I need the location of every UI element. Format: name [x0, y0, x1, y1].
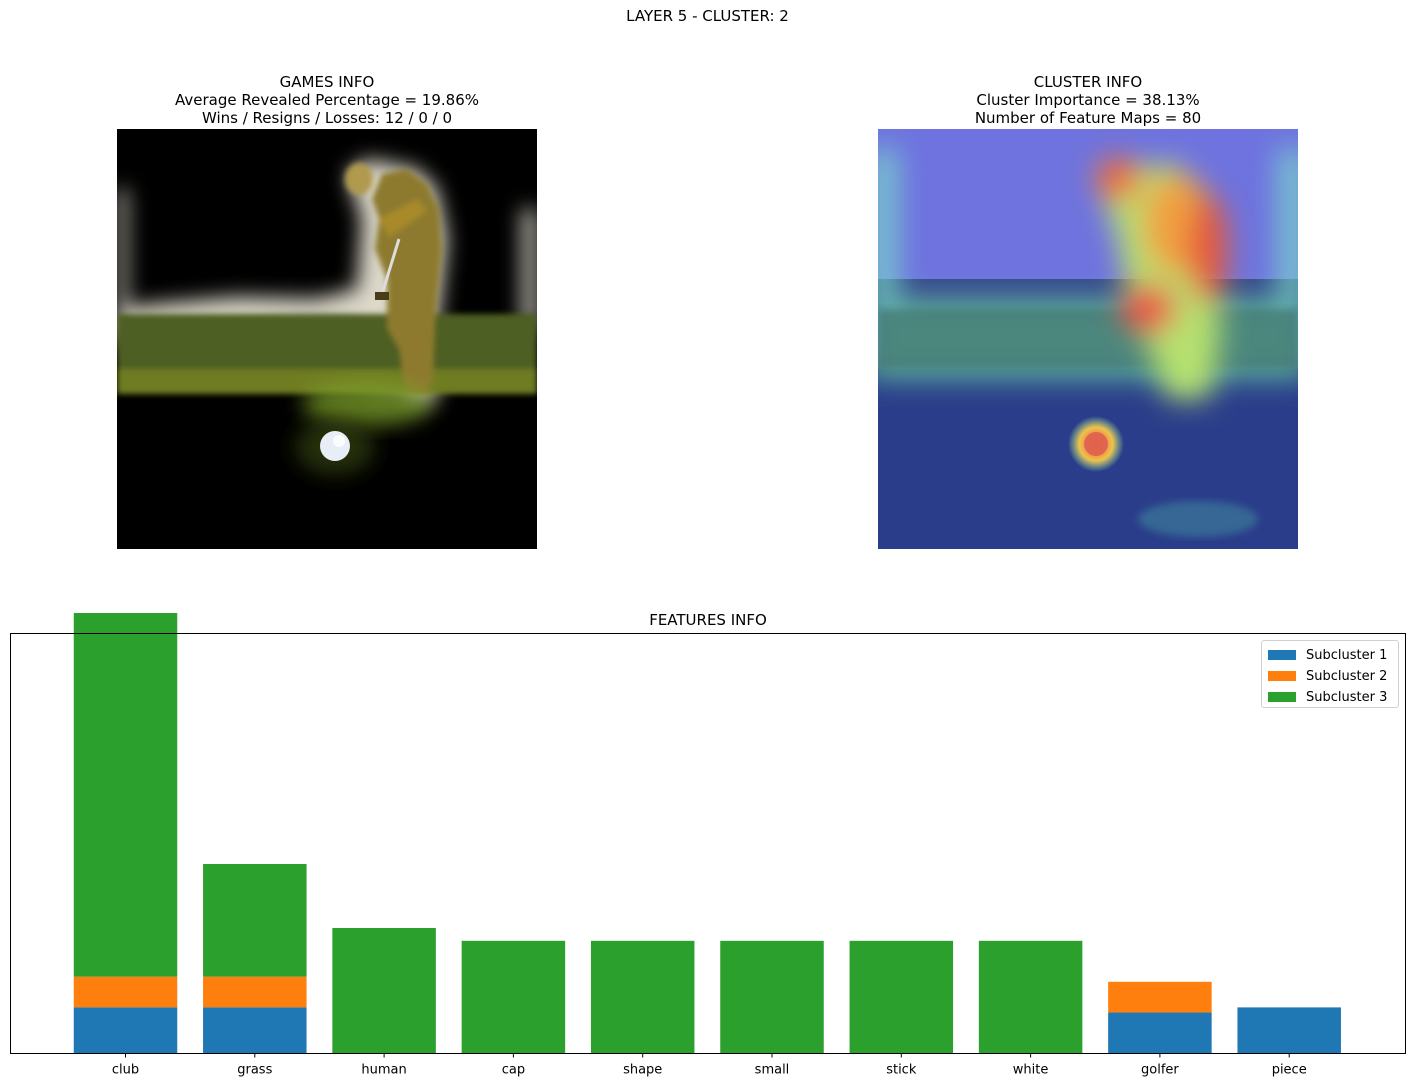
bar-golfer-subcluster-1 [1108, 1012, 1212, 1054]
x-tick-layer: club grass human cap shape small stick white gol… [112, 1053, 1307, 1078]
bar-white-subcluster-3 [978, 940, 1083, 1054]
x-tick-label: piece [1272, 1063, 1307, 1078]
figure-suptitle: LAYER 5 - CLUSTER: 2 [626, 7, 789, 25]
chart-title: FEATURES INFO [649, 611, 767, 629]
bar-club-subcluster-1 [73, 1007, 178, 1054]
games-info-revealed: Average Revealed Percentage = 19.86% [174, 91, 479, 109]
bar-piece-subcluster-1 [1237, 1007, 1341, 1054]
bar-grass-subcluster-2 [203, 976, 307, 1008]
bar-small-subcluster-3 [720, 940, 824, 1054]
legend-entry: Subcluster 3 [1268, 688, 1387, 706]
revealed-golfer-image [117, 129, 537, 549]
legend-swatch [1268, 692, 1296, 702]
bar-layer [73, 613, 1341, 1054]
bar-shape-subcluster-3 [590, 940, 695, 1054]
bar-club-subcluster-2 [73, 976, 178, 1008]
revealed-golfer-graphic [117, 129, 537, 549]
x-tick-label: human [361, 1063, 406, 1078]
legend-label: Subcluster 2 [1306, 668, 1388, 684]
legend-entry: Subcluster 2 [1268, 667, 1387, 685]
legend-swatch [1268, 671, 1296, 681]
x-tick-label: stick [886, 1063, 917, 1078]
bar-stick-subcluster-3 [849, 940, 954, 1054]
x-tick-label: grass [237, 1063, 272, 1078]
legend-swatch [1268, 650, 1296, 660]
x-tick-label: cap [502, 1063, 525, 1078]
bar-grass-subcluster-1 [203, 1007, 307, 1054]
cluster-info-title: CLUSTER INFO [1033, 73, 1143, 91]
x-tick-label: small [755, 1063, 790, 1078]
bar-golfer-subcluster-2 [1108, 981, 1212, 1013]
cluster-heatmap-graphic [878, 129, 1298, 549]
cluster-info-feature-maps: Number of Feature Maps = 80 [974, 109, 1202, 127]
x-tick-label: club [112, 1063, 139, 1078]
games-info-record: Wins / Resigns / Losses: 12 / 0 / 0 [201, 109, 453, 127]
games-info-title-block: GAMES INFO Average Revealed Percentage =… [117, 73, 537, 127]
bar-club-subcluster-3 [73, 613, 178, 977]
bar-human-subcluster-3 [332, 928, 436, 1054]
x-tick-label: shape [623, 1063, 662, 1078]
legend-label: Subcluster 3 [1306, 689, 1388, 705]
chart-legend: Subcluster 1 Subcluster 2 Subcluster 3 [1261, 640, 1399, 708]
bar-cap-subcluster-3 [461, 940, 566, 1054]
cluster-heatmap-image [878, 129, 1298, 549]
x-tick-label: white [1013, 1063, 1049, 1078]
legend-entry: Subcluster 1 [1268, 646, 1387, 664]
x-tick-label: golfer [1141, 1063, 1179, 1078]
cluster-info-title-block: CLUSTER INFO Cluster Importance = 38.13%… [878, 73, 1298, 127]
legend-label: Subcluster 1 [1306, 647, 1388, 663]
cluster-info-importance: Cluster Importance = 38.13% [976, 91, 1200, 109]
games-info-title: GAMES INFO [279, 73, 375, 91]
axes-frame [10, 633, 1406, 1054]
bar-grass-subcluster-3 [203, 863, 307, 977]
